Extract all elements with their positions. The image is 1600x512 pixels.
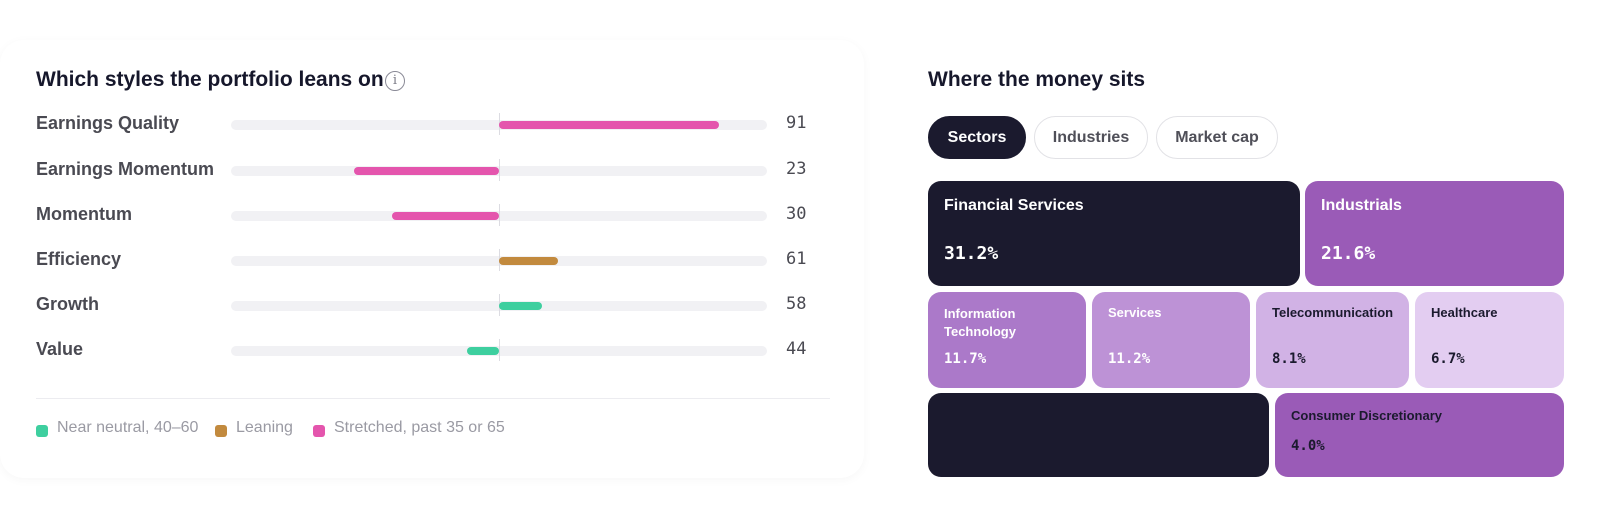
legend-label: Leaning: [236, 419, 293, 436]
style-bar: [391, 212, 499, 220]
sector-tile[interactable]: Healthcare 6.7%: [1415, 292, 1564, 388]
style-track: [231, 159, 767, 181]
styles-title: Which styles the portfolio leans on: [36, 68, 384, 91]
style-bar: [354, 167, 499, 175]
style-track: [231, 294, 767, 316]
tab-sectors[interactable]: Sectors: [928, 116, 1026, 159]
track-center-line: [499, 204, 500, 226]
sector-name: Information Technology: [944, 306, 1016, 339]
style-bar: [499, 121, 719, 129]
legend-divider: [36, 398, 830, 399]
style-row-label: Earnings Momentum: [36, 159, 215, 179]
sector-percent: 8.1%: [1272, 351, 1306, 367]
tab-industries[interactable]: Industries: [1034, 116, 1148, 159]
sector-name: Consumer Discretionary: [1291, 408, 1442, 423]
legend-swatch: [313, 425, 325, 437]
sector-tile[interactable]: [928, 393, 1269, 477]
track-center-line: [499, 159, 500, 181]
sector-tile[interactable]: Services 11.2%: [1092, 292, 1250, 388]
style-row-label: Growth: [36, 294, 99, 314]
legend-label: Stretched, past 35 or 65: [334, 419, 505, 436]
style-track: [231, 204, 767, 226]
tab-market-cap[interactable]: Market cap: [1156, 116, 1278, 159]
sector-percent: 6.7%: [1431, 351, 1465, 367]
style-row: Momentum 30: [36, 200, 816, 230]
style-row-value: 61: [786, 249, 807, 269]
sector-percent: 21.6%: [1321, 243, 1376, 264]
style-row-label: Efficiency: [36, 249, 122, 269]
style-row-value: 30: [786, 204, 807, 224]
sector-tile[interactable]: Consumer Discretionary 4.0%: [1275, 393, 1564, 477]
style-row-label: Earnings Quality: [36, 113, 180, 133]
style-row-label: Momentum: [36, 204, 132, 224]
sector-tile[interactable]: Industrials 21.6%: [1305, 181, 1564, 286]
legend-swatch: [36, 425, 48, 437]
sector-percent: 31.2%: [944, 243, 999, 264]
style-row-value: 91: [786, 113, 807, 133]
sector-name: Services: [1108, 305, 1162, 320]
style-row: Value 44: [36, 335, 816, 365]
sector-percent: 11.2%: [1108, 351, 1151, 367]
sector-name: Industrials: [1321, 197, 1402, 214]
style-row: Earnings Momentum 23: [36, 155, 816, 185]
allocation-title: Where the money sits: [928, 68, 1146, 91]
track-center-line: [499, 339, 500, 361]
style-track: [231, 113, 767, 135]
legend-swatch: [215, 425, 227, 437]
sector-tile[interactable]: Telecommunication 8.1%: [1256, 292, 1409, 388]
sector-tile[interactable]: Information Technology 11.7%: [928, 292, 1086, 388]
style-row-value: 58: [786, 294, 807, 314]
style-bar: [499, 257, 558, 265]
info-icon[interactable]: i: [385, 71, 405, 91]
sector-percent: 4.0%: [1291, 438, 1325, 454]
style-bar: [466, 347, 499, 355]
sector-name: Financial Services: [944, 197, 1084, 214]
style-row: Efficiency 61: [36, 245, 816, 275]
style-track: [231, 339, 767, 361]
style-track: [231, 249, 767, 271]
style-row: Earnings Quality 91: [36, 109, 816, 139]
style-row: Growth 58: [36, 290, 816, 320]
style-row-value: 23: [786, 159, 807, 179]
style-row-value: 44: [786, 339, 807, 359]
sector-name: Healthcare: [1431, 305, 1498, 320]
style-bar: [499, 302, 542, 310]
legend-label: Near neutral, 40–60: [57, 419, 199, 436]
sector-tile[interactable]: Financial Services 31.2%: [928, 181, 1300, 286]
style-row-label: Value: [36, 339, 84, 359]
sector-percent: 11.7%: [944, 351, 987, 367]
sector-name: Telecommunication: [1272, 305, 1394, 320]
